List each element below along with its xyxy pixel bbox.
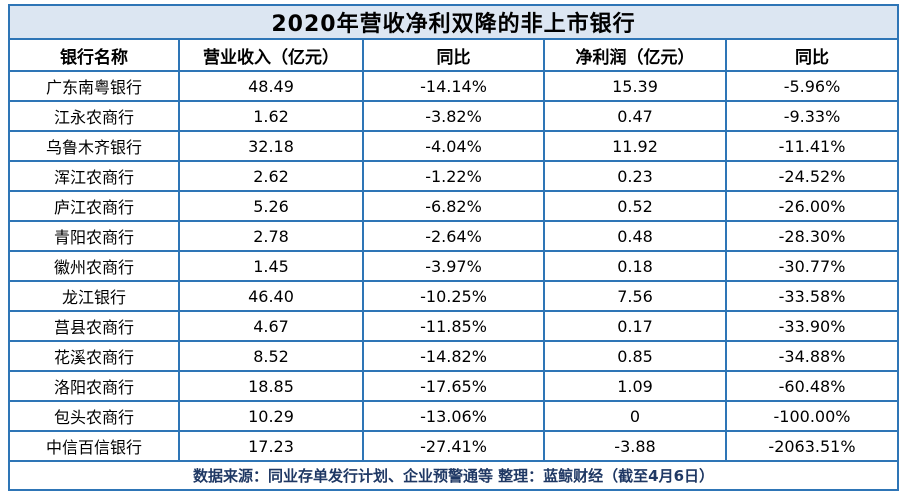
table-cell: -4.04% <box>362 130 545 162</box>
table-cell: 10.29 <box>178 400 364 432</box>
table-cell: 0.17 <box>543 310 727 342</box>
table-cell: -26.00% <box>725 190 899 222</box>
table-cell: 徽州农商行 <box>8 250 180 282</box>
table-cell: -1.22% <box>362 160 545 192</box>
table-cell: 花溪农商行 <box>8 340 180 372</box>
table-row: 中信百信银行 17.23 -27.41% -3.88 -2063.51% <box>8 430 899 462</box>
table-cell: 0.52 <box>543 190 727 222</box>
table-row: 徽州农商行 1.45 -3.97% 0.18 -30.77% <box>8 250 899 282</box>
table-cell: -13.06% <box>362 400 545 432</box>
table-cell: -100.00% <box>725 400 899 432</box>
table-cell: 庐江农商行 <box>8 190 180 222</box>
table-cell: -17.65% <box>362 370 545 402</box>
table-cell: 7.56 <box>543 280 727 312</box>
table-cell: 1.45 <box>178 250 364 282</box>
column-header-bank-name: 银行名称 <box>8 38 180 72</box>
table-row: 乌鲁木齐银行 32.18 -4.04% 11.92 -11.41% <box>8 130 899 162</box>
table-cell: 0.85 <box>543 340 727 372</box>
table-cell: 8.52 <box>178 340 364 372</box>
table-cell: -28.30% <box>725 220 899 252</box>
table-cell: -3.97% <box>362 250 545 282</box>
table-row: 洛阳农商行 18.85 -17.65% 1.09 -60.48% <box>8 370 899 402</box>
table-cell: 莒县农商行 <box>8 310 180 342</box>
table-cell: 广东南粤银行 <box>8 70 180 102</box>
column-header-net-profit-yoy: 同比 <box>725 38 899 72</box>
table-cell: 11.92 <box>543 130 727 162</box>
table-cell: -10.25% <box>362 280 545 312</box>
table-cell: -14.14% <box>362 70 545 102</box>
table-row: 广东南粤银行 48.49 -14.14% 15.39 -5.96% <box>8 70 899 102</box>
table-cell: 17.23 <box>178 430 364 462</box>
table-cell: -2.64% <box>362 220 545 252</box>
bank-decline-table: 2020年营收净利双降的非上市银行 银行名称 营业收入（亿元） 同比 净利润（亿… <box>8 4 899 491</box>
data-source-note: 数据来源：同业存单发行计划、企业预警通等 整理：蓝鲸财经（截至4月6日） <box>8 460 899 491</box>
table-cell: 洛阳农商行 <box>8 370 180 402</box>
table-body: 广东南粤银行 48.49 -14.14% 15.39 -5.96% 江永农商行 1.62 -3… <box>8 70 899 462</box>
table-cell: 0 <box>543 400 727 432</box>
table-row: 花溪农商行 8.52 -14.82% 0.85 -34.88% <box>8 340 899 372</box>
table-cell: 4.67 <box>178 310 364 342</box>
table-cell: -11.85% <box>362 310 545 342</box>
table-cell: -6.82% <box>362 190 545 222</box>
table-cell: -11.41% <box>725 130 899 162</box>
table-cell: 48.49 <box>178 70 364 102</box>
table-cell: -5.96% <box>725 70 899 102</box>
table-cell: -34.88% <box>725 340 899 372</box>
header-row: 银行名称 营业收入（亿元） 同比 净利润（亿元） 同比 <box>8 38 899 72</box>
table-cell: 包头农商行 <box>8 400 180 432</box>
table-cell: 2.62 <box>178 160 364 192</box>
table-cell: 1.62 <box>178 100 364 132</box>
table-cell: -14.82% <box>362 340 545 372</box>
table-row: 包头农商行 10.29 -13.06% 0 -100.00% <box>8 400 899 432</box>
table-cell: 32.18 <box>178 130 364 162</box>
table-cell: -30.77% <box>725 250 899 282</box>
table-cell: -24.52% <box>725 160 899 192</box>
table-cell: 青阳农商行 <box>8 220 180 252</box>
table-cell: -9.33% <box>725 100 899 132</box>
column-header-net-profit: 净利润（亿元） <box>543 38 727 72</box>
table-row: 龙江银行 46.40 -10.25% 7.56 -33.58% <box>8 280 899 312</box>
table-cell: -3.82% <box>362 100 545 132</box>
table-cell: 中信百信银行 <box>8 430 180 462</box>
table-cell: 46.40 <box>178 280 364 312</box>
table-row: 莒县农商行 4.67 -11.85% 0.17 -33.90% <box>8 310 899 342</box>
table-cell: 1.09 <box>543 370 727 402</box>
column-header-revenue-yoy: 同比 <box>362 38 545 72</box>
table-cell: 0.48 <box>543 220 727 252</box>
column-header-revenue: 营业收入（亿元） <box>178 38 364 72</box>
table-row: 青阳农商行 2.78 -2.64% 0.48 -28.30% <box>8 220 899 252</box>
table-row: 浑江农商行 2.62 -1.22% 0.23 -24.52% <box>8 160 899 192</box>
title-row: 2020年营收净利双降的非上市银行 <box>8 4 899 40</box>
table-cell: 龙江银行 <box>8 280 180 312</box>
table-cell: 15.39 <box>543 70 727 102</box>
table-cell: 0.18 <box>543 250 727 282</box>
table-row: 江永农商行 1.62 -3.82% 0.47 -9.33% <box>8 100 899 132</box>
table-cell: 18.85 <box>178 370 364 402</box>
table-cell: 0.23 <box>543 160 727 192</box>
table-cell: 5.26 <box>178 190 364 222</box>
table-cell: 浑江农商行 <box>8 160 180 192</box>
table-cell: -33.90% <box>725 310 899 342</box>
table-cell: -60.48% <box>725 370 899 402</box>
table-title: 2020年营收净利双降的非上市银行 <box>8 4 899 40</box>
table-row: 庐江农商行 5.26 -6.82% 0.52 -26.00% <box>8 190 899 222</box>
table-cell: 乌鲁木齐银行 <box>8 130 180 162</box>
table-cell: -2063.51% <box>725 430 899 462</box>
footer-row: 数据来源：同业存单发行计划、企业预警通等 整理：蓝鲸财经（截至4月6日） <box>8 460 899 491</box>
table-cell: 0.47 <box>543 100 727 132</box>
table-cell: -33.58% <box>725 280 899 312</box>
table-cell: 江永农商行 <box>8 100 180 132</box>
table-cell: 2.78 <box>178 220 364 252</box>
page: 2020年营收净利双降的非上市银行 银行名称 营业收入（亿元） 同比 净利润（亿… <box>8 4 899 491</box>
table-cell: -3.88 <box>543 430 727 462</box>
table-cell: -27.41% <box>362 430 545 462</box>
